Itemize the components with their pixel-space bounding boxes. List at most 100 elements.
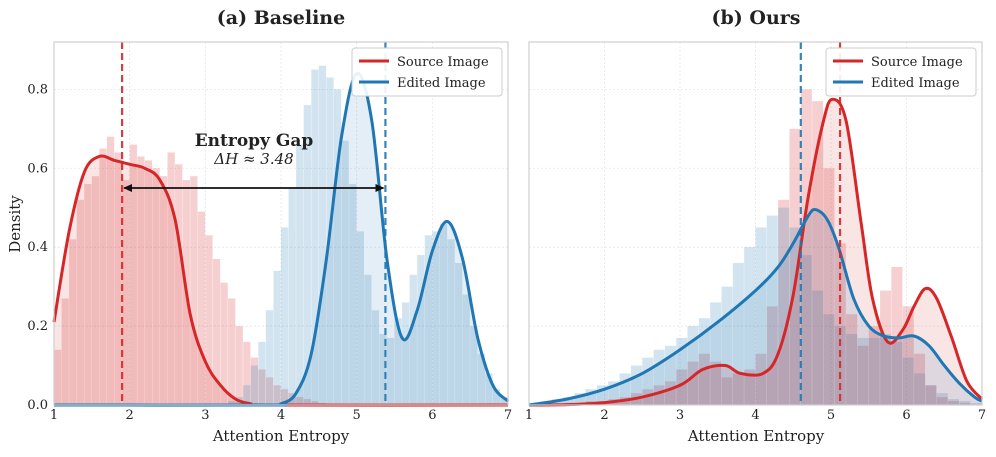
kde-area-source [54,155,508,406]
histogram-bar-source [823,168,835,405]
histogram-bar-edited [432,231,440,405]
y-tick-label: 0.4 [27,240,48,255]
legend-label-source: Source Image [397,55,489,70]
histogram-bar-source [721,377,733,405]
histogram-bar-edited [318,65,327,405]
histogram-bar-source [235,326,243,405]
histogram-bar-source [766,306,778,405]
y-tick-label: 0.0 [27,398,48,413]
histogram-bar-edited [925,385,937,405]
y-tick-label: 0.8 [27,82,48,97]
histogram-bar-source [61,298,69,405]
histogram-bar-source [152,168,160,405]
histogram-bar-edited [417,255,425,405]
histogram-bar-edited [880,333,892,405]
histogram-bar-source [228,298,236,405]
histogram-bar-edited [902,357,914,405]
histogram-bar-source [834,243,846,405]
histogram-bar-edited [744,247,756,405]
mean-lines [120,42,387,405]
x-axis-label: Attention Entropy [687,427,825,445]
legend: Source Image Edited Image [825,47,977,97]
histogram-bar-edited [608,381,620,405]
histogram-bar-source [676,369,688,405]
y-tick-label: 0.6 [27,161,48,176]
histogram-bar-source [732,373,744,405]
histogram-bar-edited [477,353,485,405]
histogram-bar-edited [250,365,258,405]
histogram-bar-edited [394,318,402,405]
x-tick-label: 2 [126,408,134,423]
histogram-bar-source [664,381,676,405]
histogram-bar-edited [619,373,631,405]
y-axis-label: Density [6,195,24,253]
panel-title: (b) Ours [712,7,801,29]
histogram-bar-edited [228,401,236,405]
histogram-bar-edited [766,215,778,405]
histogram-bar-edited [273,270,281,405]
histogram-bar-source [91,176,100,405]
histogram-bar-edited [243,385,251,405]
histogram-bar-source [653,385,665,405]
histogram-bar-edited [959,401,971,405]
histogram-bar-edited [800,255,812,405]
panel-title: (a) Baseline [217,7,345,29]
histogram-bar-edited [676,337,688,405]
histogram-bar-edited [424,235,433,405]
legend: Source Image Edited Image [351,47,503,97]
histogram-bar-edited [296,144,304,405]
annotation-title: Entropy Gap [195,131,314,151]
histogram-bar-source [84,184,92,405]
histogram-bar-edited [402,302,410,405]
histogram-bar-source [687,361,699,405]
x-tick-label: 5 [827,408,835,423]
histogram-bar-edited [333,89,342,405]
histogram-bar-edited [409,274,417,405]
tick-labels: 1 2 3 4 5 6 7 [525,408,986,423]
histogram-bar-edited [371,310,380,405]
x-tick-label: 7 [978,408,986,423]
panel-ours: (b) Ours 1 2 3 4 5 6 7 Attention Entropy Sourc… [525,7,986,445]
plot-frame [53,41,509,406]
legend-box [825,47,977,97]
kde-line-edited [528,208,983,407]
histogram-bar-edited [470,326,478,405]
histogram-bar-edited [823,314,835,405]
x-tick-label: 4 [277,408,285,423]
histogram-bar-edited [936,393,948,405]
histogram-bar-edited [447,239,455,405]
kde-area-edited [54,73,508,406]
histogram-bar-edited [462,294,470,405]
legend-label-edited: Edited Image [871,76,960,91]
histogram-bar-source [122,180,130,405]
histogram-bar-source [273,385,281,405]
x-tick-label: 3 [201,408,209,423]
histogram-bar-edited [379,333,387,405]
histogram-bar-edited [710,302,722,405]
legend-label-edited: Edited Image [397,76,486,91]
legend-box [351,47,503,97]
histogram-bar-source [167,152,175,405]
histogram-bar-source [857,345,869,405]
histogram-bar-source [296,397,304,405]
histogram-bar-edited [812,290,824,405]
histogram-bar-source [880,290,892,405]
histogram-bar-edited [265,310,274,405]
histograms [54,65,508,406]
histogram-bar-edited [439,223,448,405]
histogram-bar-source [936,397,948,405]
histogram-bar-edited [891,341,903,405]
histogram-bar-edited [630,365,642,405]
histogram-bar-source [69,239,77,405]
histogram-bar-edited [356,231,364,405]
histogram-bar-source [948,401,960,405]
x-tick-label: 6 [902,408,910,423]
histogram-bar-source [258,369,266,405]
histogram-bar-edited [311,69,319,405]
histogram-bar-source [114,152,122,405]
histogram-bar-source [205,235,213,405]
histogram-bar-source [914,353,926,405]
histogram-bar-edited [562,397,574,405]
histogram-bar-source [868,326,880,405]
